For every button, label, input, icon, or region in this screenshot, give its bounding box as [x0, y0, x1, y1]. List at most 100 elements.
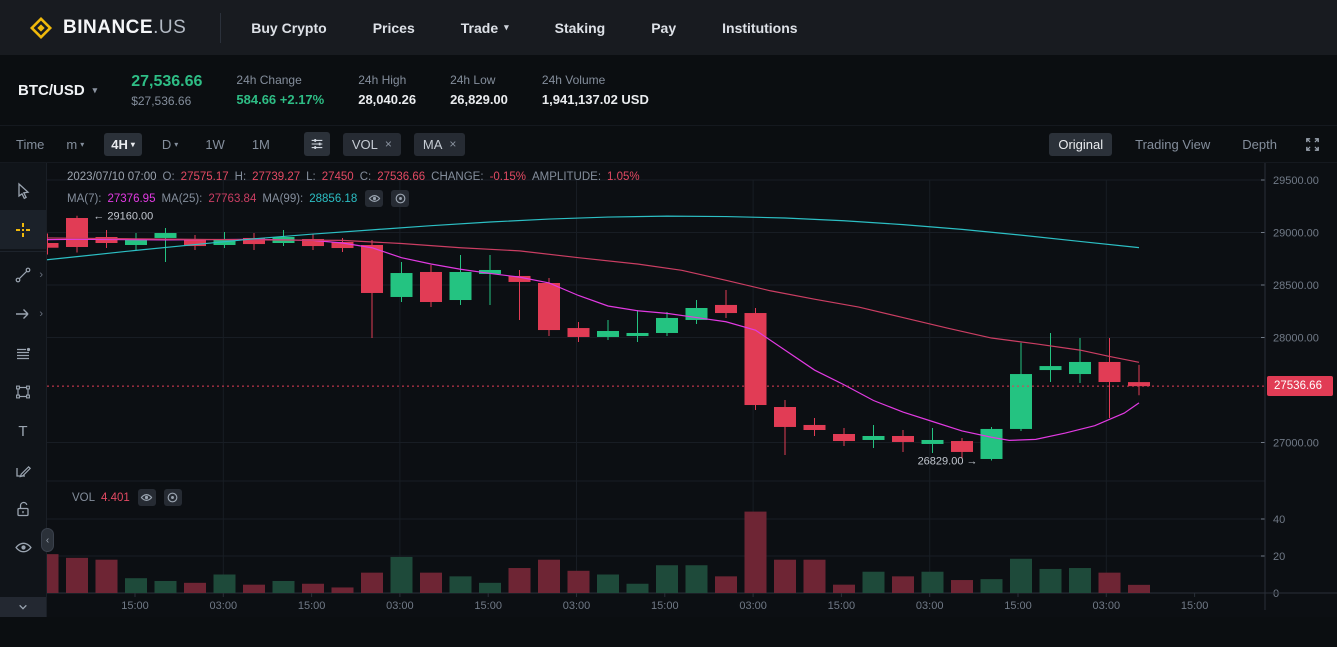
- sliders-icon: [311, 139, 323, 149]
- price-axis-label: 27000.00: [1273, 438, 1319, 450]
- interval-minutes[interactable]: m ▾: [66, 136, 85, 152]
- interval-day[interactable]: D ▾: [161, 136, 179, 152]
- nav-staking[interactable]: Staking: [554, 19, 606, 36]
- brand-logo[interactable]: BINANCE.US: [28, 15, 186, 41]
- stat-24h-low: 24h Low 26,829.00: [450, 73, 508, 107]
- vol-settings-button[interactable]: [163, 489, 182, 506]
- view-trading-view[interactable]: Trading View: [1135, 136, 1211, 152]
- target-icon: [167, 492, 178, 503]
- current-price-badge: 27536.66: [1267, 376, 1333, 397]
- volume-bar: [1098, 572, 1121, 593]
- price-annotation: ← 29160.00: [93, 211, 153, 223]
- main-menu: Buy Crypto Prices Trade ▾ Staking Pay Ins…: [251, 20, 797, 36]
- candle: [538, 283, 560, 331]
- candle: [154, 233, 177, 238]
- interval-1m[interactable]: 1M: [251, 136, 270, 152]
- ma-readout: MA(7): 27376.95 MA(25): 27763.84 MA(99): 28…: [67, 190, 410, 207]
- ma-line-ma99: [47, 215, 1140, 261]
- text-tool-button[interactable]: T: [0, 411, 46, 450]
- volume-bar: [361, 572, 383, 593]
- nav-buy-crypto[interactable]: Buy Crypto: [251, 19, 327, 36]
- candle: [715, 304, 737, 314]
- ma-visibility-button[interactable]: [365, 190, 384, 207]
- ma-settings-button[interactable]: [391, 190, 410, 207]
- candle: [1010, 374, 1032, 429]
- interval-1w[interactable]: 1W: [205, 136, 225, 152]
- volume-bar: [715, 576, 737, 593]
- top-nav: BINANCE.US Buy Crypto Prices Trade ▾ Stak…: [0, 0, 1337, 55]
- price-chart[interactable]: 15:00 03:00 15:00 03:00 15:00 03:00 15:00 03:00…: [47, 163, 1337, 617]
- nav-prices[interactable]: Prices: [372, 19, 415, 36]
- time-axis-label: 15:00: [474, 600, 502, 612]
- volume-bar: [66, 557, 88, 593]
- volume-readout: VOL 4.401: [72, 489, 182, 506]
- vol-visibility-button[interactable]: [137, 489, 156, 506]
- candle: [1128, 382, 1150, 387]
- candle: [479, 269, 501, 274]
- low-value: 27450: [321, 171, 354, 183]
- parallel-lines-icon: [17, 347, 31, 359]
- rail-collapse-button[interactable]: [0, 597, 46, 617]
- ma-indicator-chip[interactable]: MA ×: [413, 132, 466, 156]
- volume-bar: [951, 580, 973, 593]
- chevron-down-icon: [19, 604, 27, 610]
- rectangle-tool-button[interactable]: [0, 372, 46, 411]
- nav-trade[interactable]: Trade ▾: [460, 19, 509, 36]
- candle: [656, 317, 678, 333]
- close-icon[interactable]: ×: [449, 137, 457, 151]
- text-icon: T: [18, 423, 27, 440]
- parallel-lines-tool-button[interactable]: [0, 333, 46, 372]
- close-icon[interactable]: ×: [384, 137, 392, 151]
- nav-pay[interactable]: Pay: [651, 19, 677, 36]
- candle: [685, 307, 708, 320]
- volume-bar: [272, 580, 295, 593]
- time-axis-label: 15:00: [828, 600, 856, 612]
- volume-bar: [774, 559, 796, 593]
- crosshair-tool-button[interactable]: [0, 210, 46, 249]
- candle: [1039, 366, 1062, 371]
- time-axis-label: 15:00: [121, 600, 149, 612]
- candle: [508, 275, 531, 282]
- volume-bar: [626, 583, 649, 593]
- high-value: 27739.27: [252, 171, 301, 183]
- candle: [449, 271, 472, 301]
- candle: [361, 244, 383, 293]
- vol-indicator-chip[interactable]: VOL ×: [342, 132, 401, 156]
- volume-bar: [892, 576, 914, 593]
- pair-name: BTC/USD: [18, 81, 85, 99]
- unlock-tool-button[interactable]: [0, 489, 46, 528]
- volume-bar: [302, 583, 324, 593]
- interval-4h[interactable]: 4H ▾: [104, 132, 142, 156]
- indicator-settings-button[interactable]: [303, 132, 330, 156]
- show-hide-tool-button[interactable]: [0, 528, 46, 567]
- pair-selector[interactable]: BTC/USD ▾: [18, 82, 97, 99]
- volume-axis-label: 20: [1273, 551, 1285, 563]
- price-axis-label: 28000.00: [1273, 333, 1319, 345]
- view-original[interactable]: Original: [1049, 132, 1113, 156]
- volume-value: 4.401: [101, 491, 130, 504]
- open-value: 27575.17: [180, 171, 229, 183]
- nav-institutions[interactable]: Institutions: [722, 19, 798, 36]
- volume-bar: [803, 559, 826, 593]
- time-axis-label: 03:00: [916, 600, 944, 612]
- draw-edit-tool-button[interactable]: [0, 450, 46, 489]
- chevron-left-icon: ‹: [45, 534, 50, 546]
- panel-collapse-handle[interactable]: ‹: [41, 528, 54, 552]
- chart-grid: 15:00 03:00 15:00 03:00 15:00 03:00 15:00 03:00…: [47, 163, 1337, 612]
- volume-bar: [1010, 558, 1032, 593]
- volume-bar: [390, 556, 413, 593]
- candle: [420, 271, 442, 303]
- volume-bars: [47, 511, 1150, 593]
- volume-bar: [331, 587, 354, 593]
- arrow-tool-button[interactable]: ›: [0, 294, 46, 333]
- cursor-tool-button[interactable]: [0, 171, 46, 210]
- nav-divider: [220, 12, 222, 43]
- time-axis-label: 15:00: [298, 600, 326, 612]
- view-depth[interactable]: Depth: [1242, 136, 1277, 152]
- trend-line-tool-button[interactable]: ›: [0, 255, 46, 294]
- last-price-usd: $27,536.66: [131, 93, 192, 108]
- candle: [597, 330, 619, 337]
- fullscreen-button[interactable]: [1304, 136, 1321, 153]
- volume-bar: [154, 580, 177, 593]
- candle: [1098, 361, 1121, 383]
